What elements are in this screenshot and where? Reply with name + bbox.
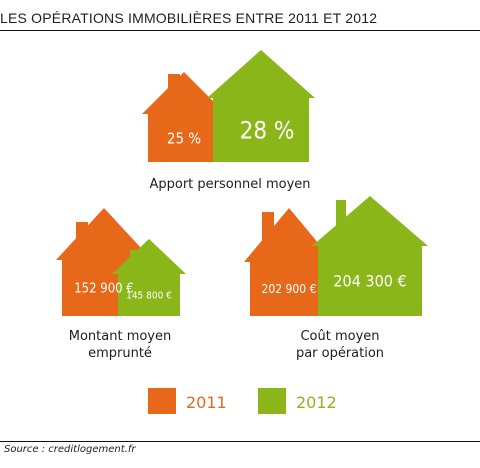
house-chimney-2-2012 bbox=[336, 200, 346, 226]
source-divider bbox=[0, 441, 480, 442]
label-montant: Montant moyen emprunté bbox=[68, 329, 172, 361]
house-value-label-2-2011: 202 900 € bbox=[262, 282, 317, 296]
legend-swatch-2012 bbox=[258, 388, 286, 414]
label-apport: Apport personnel moyen bbox=[149, 177, 311, 192]
house-bar-0-2011 bbox=[142, 72, 226, 162]
label-cout: Coût moyen par opération bbox=[295, 329, 385, 361]
chart-title: LES OPÉRATIONS IMMOBILIÈRES ENTRE 2011 E… bbox=[0, 10, 378, 26]
title-divider bbox=[0, 30, 480, 31]
house-value-label-1-2012: 145 800 € bbox=[126, 291, 172, 302]
house-value-label-2-2012: 204 300 € bbox=[333, 272, 406, 291]
legend-label-2011: 2011 bbox=[186, 393, 227, 412]
house-bar-2-2012 bbox=[312, 196, 428, 316]
house-bar-2-2011 bbox=[244, 208, 334, 316]
house-value-label-0-2012: 28 % bbox=[240, 116, 295, 144]
legend-swatch-2011 bbox=[148, 388, 176, 414]
legend-label-2012: 2012 bbox=[296, 393, 337, 412]
house-value-label-0-2011: 25 % bbox=[167, 129, 201, 147]
house-bar-0-2012 bbox=[207, 50, 315, 162]
house-bar-1-2012 bbox=[112, 239, 186, 316]
house-value-label-1-2011: 152 900 € bbox=[74, 282, 134, 297]
source-note: Source : creditlogement.fr bbox=[4, 444, 136, 455]
